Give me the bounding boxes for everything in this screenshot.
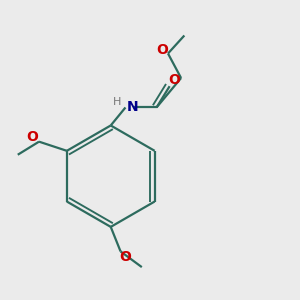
Text: O: O bbox=[119, 250, 131, 264]
Text: O: O bbox=[156, 43, 168, 57]
Text: O: O bbox=[169, 73, 181, 87]
Text: O: O bbox=[26, 130, 38, 144]
Text: N: N bbox=[127, 100, 139, 115]
Text: H: H bbox=[113, 97, 122, 106]
